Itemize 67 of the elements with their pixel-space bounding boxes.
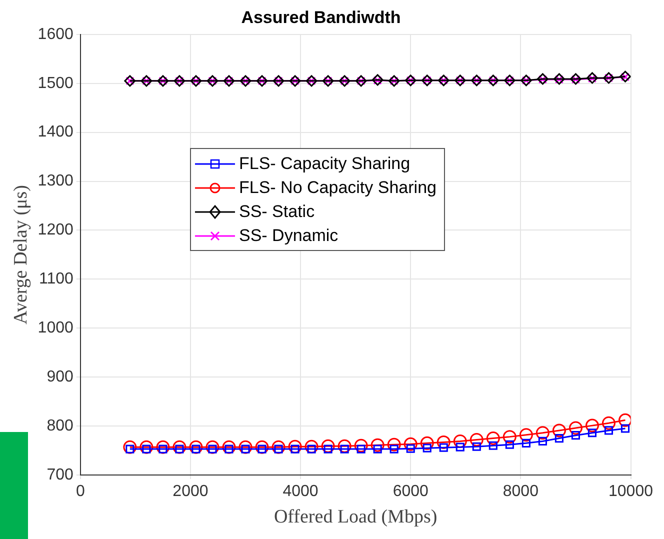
y-tick-label: 800 [46,417,74,434]
point [172,440,186,454]
legend-label: FLS- No Capacity Sharing [239,178,436,198]
point [472,442,481,451]
point [588,428,597,438]
x-tick-label: 10000 [608,483,654,500]
point [568,421,582,435]
y-axis-title: Averge Delay (μs) [10,185,32,324]
point [620,424,630,433]
point [552,424,566,438]
point [486,432,500,446]
point [554,434,564,443]
x-tick-label: 8000 [502,483,539,500]
point [404,437,418,451]
point [453,434,467,448]
point [420,436,434,450]
legend-label: SS- Static [239,202,315,222]
point [387,438,401,452]
x-tick-label: 0 [76,483,85,500]
point [222,440,236,454]
point [538,436,547,446]
point [304,440,318,454]
point [488,441,498,450]
point [321,439,335,453]
point [338,439,352,453]
point [370,438,384,452]
point [189,440,203,454]
y-tick-label: 1500 [38,74,74,92]
point [585,418,599,432]
point [519,428,533,442]
point [255,440,269,454]
y-tick-label: 1400 [38,124,74,141]
point [288,440,302,454]
point [602,416,616,430]
point [470,433,484,446]
point [206,440,220,454]
point [618,413,631,427]
point [436,435,450,449]
y-tick-label: 700 [46,466,74,484]
point [571,431,580,440]
point [456,442,464,452]
point [123,440,137,454]
x-tick-label: 2000 [172,483,208,500]
y-tick-label: 1600 [38,26,74,43]
point [156,440,170,454]
point [422,444,432,452]
point [238,440,252,454]
point [502,430,516,444]
point [505,440,514,449]
y-tick-label: 900 [46,368,74,386]
point [604,426,614,435]
y-tick-label: 1200 [38,222,74,239]
point [536,426,550,440]
y-tick-label: 1100 [38,270,74,288]
x-axis-title: Offered Load (Mbps) [274,506,438,528]
x-tick-label: 4000 [282,483,318,500]
chart-title: Assured Bandiwdth [241,8,401,27]
legend-label: FLS- Capacity Sharing [239,154,410,174]
point [439,443,448,452]
point [354,438,368,452]
y-tick-label: 1300 [38,172,74,190]
point [272,440,286,454]
x-tick-label: 6000 [392,483,429,500]
y-tick-label: 1000 [38,320,74,337]
legend-label: SS- Dynamic [239,226,338,246]
point [140,440,154,454]
point [522,438,530,448]
